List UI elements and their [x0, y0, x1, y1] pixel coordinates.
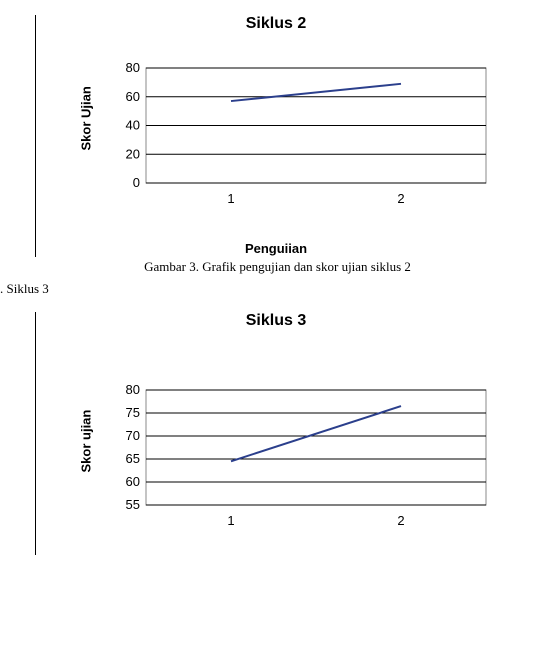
chart-siklus-2-block: Siklus 2 Skor Ujian 0 20 40 60 80 1 2 Penguiia… — [35, 15, 555, 257]
svg-text:20: 20 — [126, 146, 140, 161]
svg-text:0: 0 — [133, 175, 140, 190]
svg-text:65: 65 — [126, 451, 140, 466]
chart1-area: Skor Ujian 0 20 40 60 80 1 2 — [76, 58, 555, 223]
svg-text:2: 2 — [397, 191, 404, 206]
chart1-xlabel: Penguiian — [76, 241, 476, 257]
svg-text:55: 55 — [126, 497, 140, 512]
svg-text:60: 60 — [126, 89, 140, 104]
svg-text:60: 60 — [126, 474, 140, 489]
svg-text:40: 40 — [126, 118, 140, 133]
chart2-area: Skor ujian 55 60 65 70 75 80 1 2 — [76, 380, 555, 545]
chart1-caption: Gambar 3. Grafik pengujian dan skor ujia… — [0, 259, 555, 275]
svg-text:1: 1 — [227, 191, 234, 206]
chart1-svg: 0 20 40 60 80 1 2 — [96, 58, 496, 218]
svg-text:1: 1 — [227, 513, 234, 528]
chart2-ylabel: Skor ujian — [79, 453, 94, 473]
svg-text:70: 70 — [126, 428, 140, 443]
svg-text:75: 75 — [126, 405, 140, 420]
chart2-svg-wrap: 55 60 65 70 75 80 1 2 — [96, 380, 496, 545]
svg-text:80: 80 — [126, 60, 140, 75]
chart2-svg: 55 60 65 70 75 80 1 2 — [96, 380, 496, 540]
chart1-svg-wrap: 0 20 40 60 80 1 2 — [96, 58, 496, 223]
svg-text:2: 2 — [397, 513, 404, 528]
chart1-title: Siklus 2 — [76, 15, 476, 33]
chart2-title: Siklus 3 — [76, 312, 476, 330]
chart-siklus-3-block: Siklus 3 Skor ujian 55 60 65 70 75 80 1 2 — [35, 312, 555, 555]
subsection-siklus-3: . Siklus 3 — [0, 281, 555, 297]
svg-text:80: 80 — [126, 382, 140, 397]
chart1-ylabel: Skor Ujian — [79, 131, 94, 151]
